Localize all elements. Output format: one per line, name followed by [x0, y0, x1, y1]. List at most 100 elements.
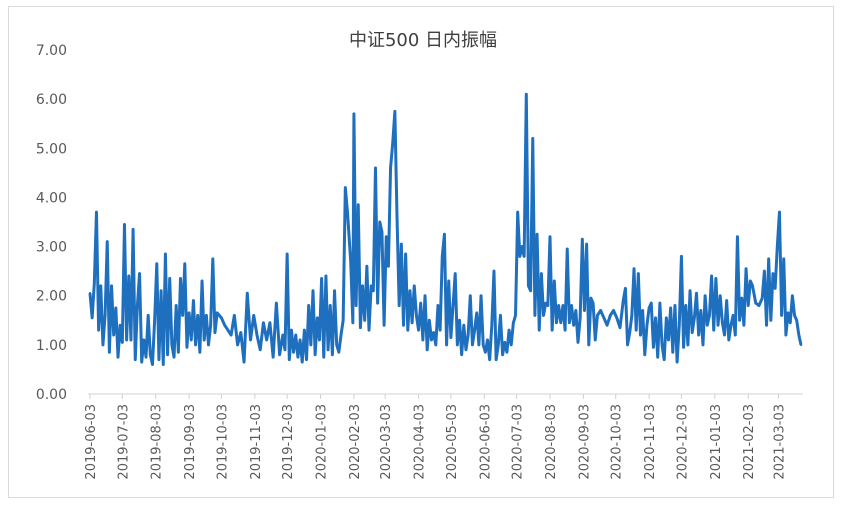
- data-point: [268, 321, 272, 324]
- data-point: [421, 338, 425, 342]
- data-point: [494, 358, 498, 361]
- y-tick-label: 6.00: [36, 92, 67, 108]
- data-point: [211, 257, 215, 261]
- data-point: [259, 348, 262, 351]
- data-point: [349, 260, 352, 263]
- x-tick-label: 2020-10-03: [610, 404, 625, 480]
- x-tick-label: 2020-12-03: [675, 404, 690, 480]
- data-point: [458, 319, 461, 322]
- data-point: [393, 110, 397, 113]
- data-point: [710, 274, 713, 278]
- data-point: [223, 324, 226, 327]
- data-point: [484, 351, 487, 354]
- data-point: [691, 331, 694, 334]
- x-tick-label: 2020-07-03: [511, 404, 526, 480]
- data-point: [464, 348, 468, 351]
- data-point: [587, 343, 590, 347]
- data-point: [209, 324, 212, 327]
- data-point: [725, 299, 728, 302]
- data-point: [242, 360, 246, 364]
- data-point: [671, 351, 674, 354]
- data-point: [714, 277, 718, 280]
- data-point: [162, 363, 165, 366]
- data-point: [331, 353, 334, 356]
- data-point: [591, 301, 595, 305]
- data-point: [658, 301, 662, 305]
- data-point: [585, 242, 588, 246]
- data-point: [462, 324, 466, 327]
- data-point: [660, 343, 664, 347]
- data-point: [255, 333, 259, 337]
- data-point: [559, 321, 562, 324]
- data-point: [527, 284, 530, 288]
- data-point: [637, 272, 640, 275]
- data-point: [129, 338, 133, 342]
- data-point: [643, 353, 646, 356]
- data-point: [239, 331, 243, 334]
- data-point: [425, 348, 429, 351]
- data-point: [296, 355, 300, 359]
- data-point: [678, 324, 681, 327]
- data-point: [275, 301, 278, 305]
- data-point: [578, 316, 582, 320]
- data-point: [486, 338, 489, 342]
- data-point: [337, 351, 341, 354]
- data-point: [641, 309, 644, 312]
- data-point: [572, 324, 575, 327]
- data-point: [751, 284, 754, 288]
- data-point: [303, 328, 306, 332]
- data-point: [516, 210, 519, 214]
- data-point: [157, 358, 161, 361]
- data-point: [767, 257, 770, 261]
- data-point: [389, 166, 392, 170]
- data-point: [200, 279, 204, 283]
- data-point: [782, 257, 785, 261]
- x-tick-label: 2020-05-03: [445, 404, 460, 480]
- data-point: [665, 316, 668, 320]
- data-point: [684, 304, 687, 307]
- data-point: [192, 299, 195, 302]
- data-point: [159, 289, 163, 292]
- data-point: [576, 341, 580, 344]
- data-point: [624, 287, 627, 290]
- data-point: [761, 296, 764, 300]
- data-point: [566, 247, 569, 251]
- data-point: [149, 353, 152, 356]
- data-point: [499, 314, 502, 317]
- data-point: [441, 255, 444, 258]
- data-point: [194, 343, 197, 347]
- data-point: [196, 314, 199, 317]
- data-point: [88, 292, 92, 295]
- data-point: [568, 321, 571, 324]
- data-point: [778, 210, 781, 214]
- data-point: [652, 346, 655, 349]
- data-point: [233, 314, 236, 317]
- data-point: [95, 210, 98, 214]
- data-point: [271, 355, 275, 359]
- data-point: [99, 284, 102, 288]
- data-point: [103, 314, 107, 317]
- data-point: [220, 316, 223, 320]
- y-tick-label: 3.00: [36, 240, 67, 256]
- data-point: [252, 314, 255, 317]
- data-point: [316, 316, 319, 320]
- data-point: [434, 343, 437, 347]
- data-point: [144, 355, 148, 359]
- chart-title: 中证500 日内振幅: [349, 30, 497, 51]
- data-point: [680, 255, 683, 258]
- data-point: [749, 279, 752, 283]
- data-point: [365, 265, 369, 268]
- data-point: [402, 324, 405, 327]
- data-point: [404, 252, 407, 256]
- data-point: [535, 233, 539, 236]
- data-point: [505, 351, 509, 354]
- data-point: [546, 304, 550, 307]
- data-point: [533, 314, 537, 317]
- data-point: [716, 324, 720, 327]
- data-point: [187, 311, 191, 315]
- y-tick-label: 2.00: [36, 289, 67, 305]
- data-point: [106, 240, 109, 243]
- data-point: [281, 333, 285, 337]
- data-point: [719, 294, 722, 297]
